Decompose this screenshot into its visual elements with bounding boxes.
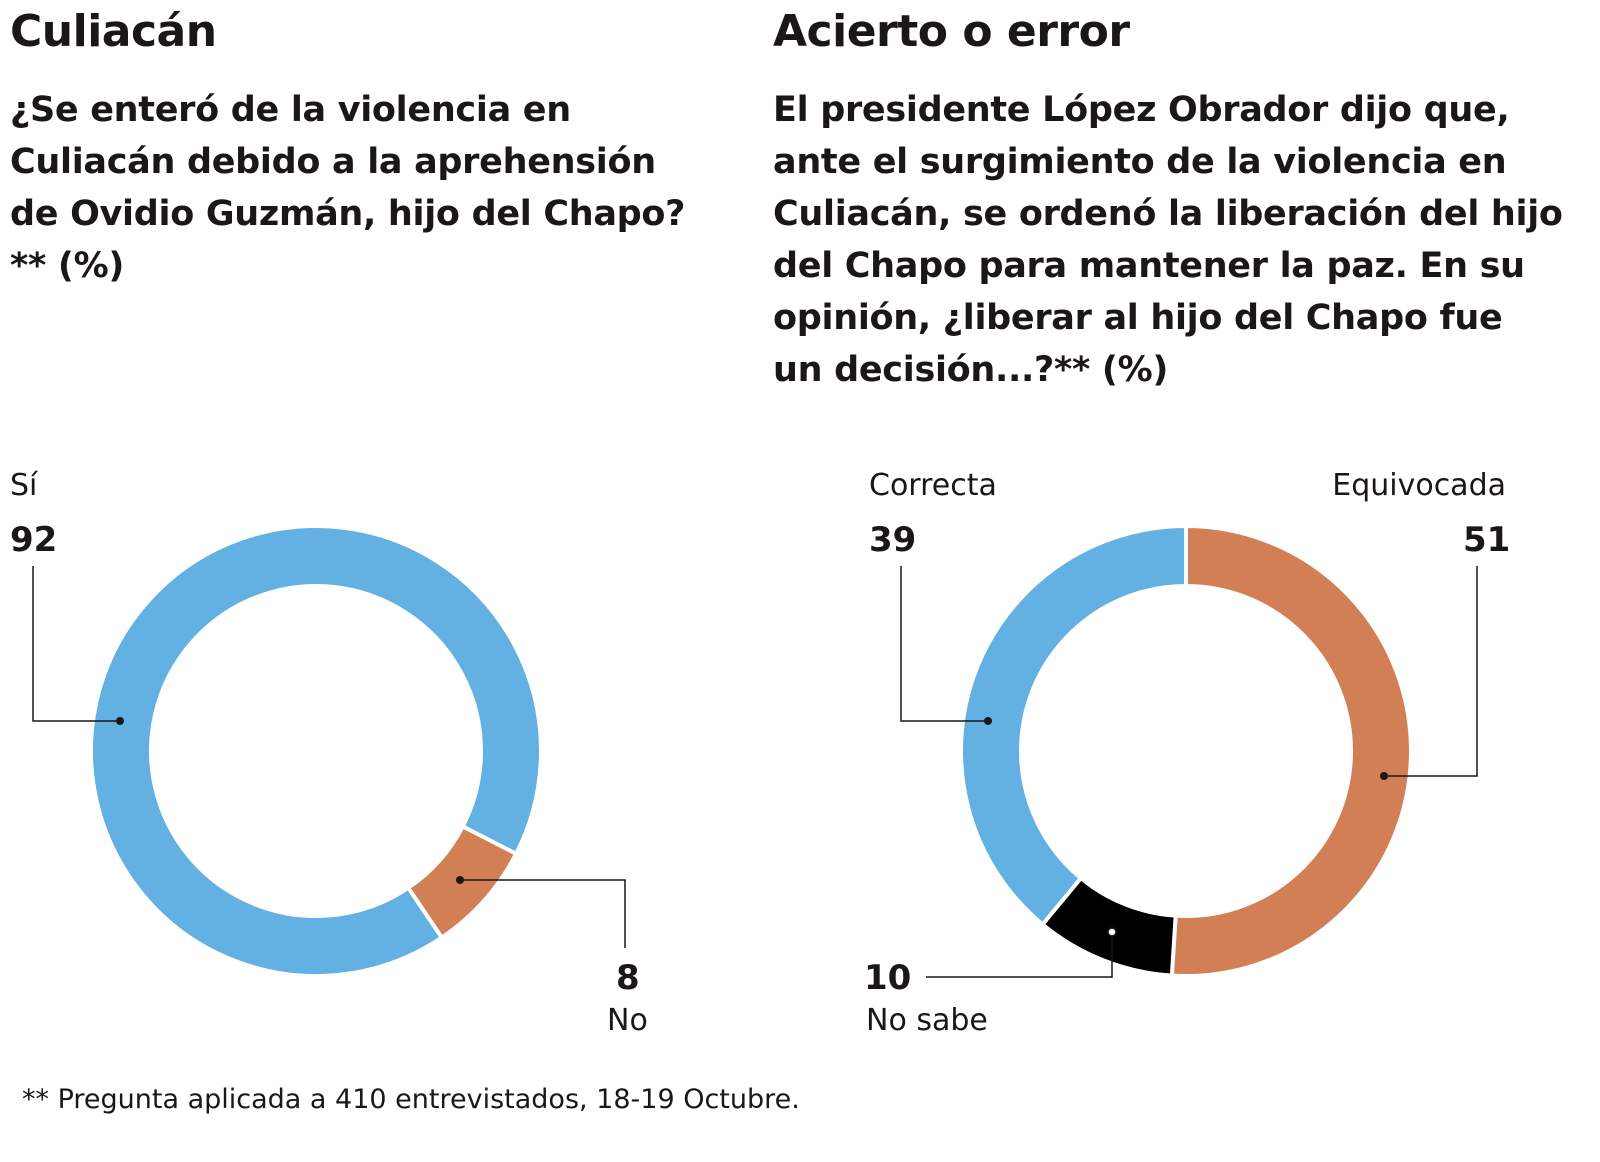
slice-correcta [959, 523, 1188, 928]
footnote: ** Pregunta aplicada a 410 entrevistados… [22, 1084, 800, 1115]
leader-dots [116, 717, 1388, 937]
label-correcta: Correcta [869, 468, 997, 503]
leader-equivocada [1384, 566, 1478, 777]
value-si: 92 [10, 520, 58, 560]
leader-lines [32, 566, 1478, 978]
slice-s [89, 524, 543, 978]
leader-nosabe [926, 932, 1113, 978]
label-equivocada: Equivocada [1332, 468, 1506, 503]
label-si: Sí [10, 468, 38, 503]
dot-correcta [984, 717, 992, 725]
dot-no [456, 876, 464, 884]
donut-chart-culiacan [89, 524, 543, 978]
right-question: El presidente López Obrador dijo que, an… [773, 90, 1563, 390]
leader-no [460, 879, 626, 948]
left-question: ¿Se enteró de la violencia en Culiacán d… [10, 90, 686, 286]
value-no: 8 [616, 958, 640, 998]
leader-si [32, 566, 120, 722]
donut-chart-acierto [959, 523, 1413, 978]
leader-correcta [900, 566, 988, 722]
slice-equivocada [1169, 523, 1413, 978]
dot-nosabe [1107, 927, 1117, 937]
left-title: Culiacán [10, 6, 217, 57]
label-nosabe: No sabe [866, 1003, 988, 1038]
value-correcta: 39 [869, 520, 917, 560]
value-nosabe: 10 [864, 958, 912, 998]
dot-equivocada [1380, 772, 1388, 780]
right-title: Acierto o error [773, 6, 1130, 57]
label-no: No [607, 1003, 648, 1038]
value-equivocada: 51 [1463, 520, 1511, 560]
dot-si [116, 717, 124, 725]
